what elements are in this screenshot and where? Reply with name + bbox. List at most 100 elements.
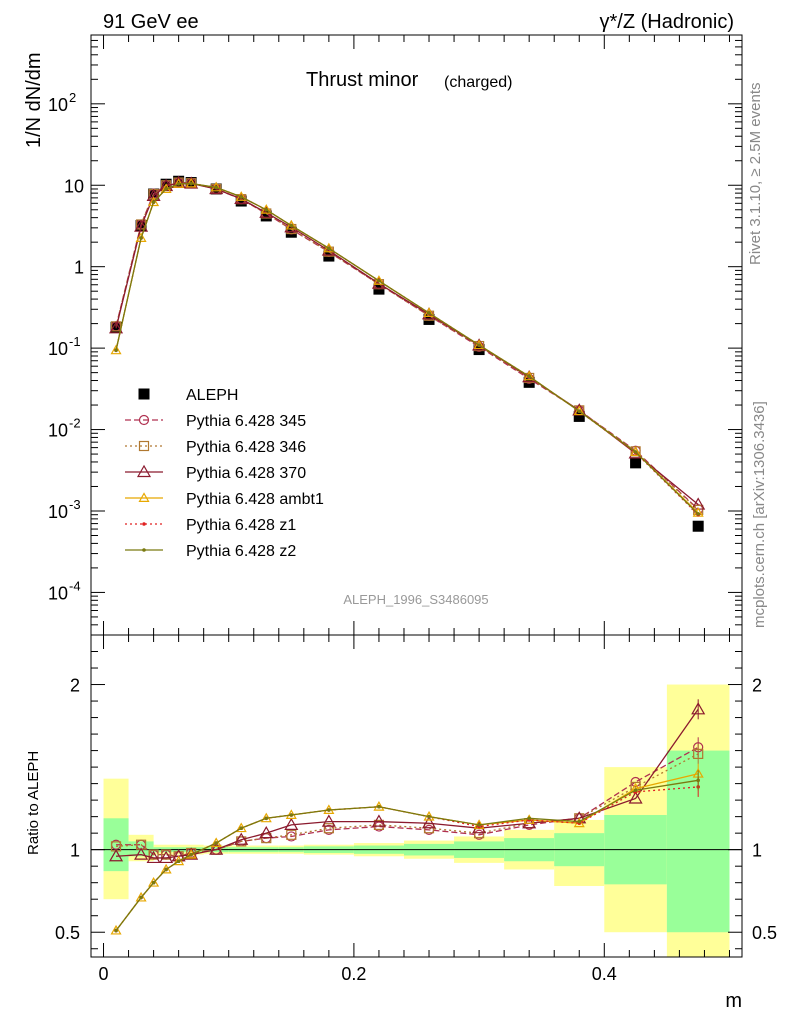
x-axis-label: m [725, 990, 742, 1012]
data-point-marker [423, 307, 435, 317]
data-point-marker [321, 814, 336, 827]
data-point-marker [138, 492, 150, 502]
x-tick-label: 0.2 [341, 964, 366, 984]
data-point-marker [176, 859, 181, 864]
data-point-marker [693, 748, 704, 759]
y-tick-label: 10 [48, 95, 68, 115]
data-point-marker [477, 823, 481, 827]
data-point-marker [138, 388, 150, 400]
data-point-marker [210, 837, 222, 848]
data-point-marker [164, 187, 168, 191]
data-point-marker [160, 863, 172, 874]
data-point-marker [214, 185, 218, 190]
y-tick-label: 10 [48, 339, 68, 359]
data-point-marker [371, 814, 386, 827]
data-point-marker [373, 801, 385, 811]
data-point-marker [239, 195, 244, 199]
y-axis-label-ratio: Ratio to ALEPH [25, 751, 42, 855]
data-point-marker [164, 867, 168, 872]
y-tick-label-exponent: -1 [69, 334, 81, 349]
data-point-marker [523, 370, 535, 381]
series-line [115, 182, 699, 514]
data-point-marker [110, 344, 122, 355]
data-point-marker [696, 778, 700, 783]
data-point-marker [323, 823, 334, 834]
data-point-marker [477, 343, 481, 347]
data-point-marker [239, 826, 244, 830]
data-point-marker [110, 924, 122, 935]
data-point-marker [138, 414, 150, 426]
ratio-series-line [115, 708, 699, 859]
ratio-y-tick-label-right: 1 [752, 841, 762, 861]
data-point-marker [691, 702, 706, 715]
data-point-marker [421, 816, 437, 829]
data-point-marker [134, 847, 149, 860]
data-point-marker [114, 928, 118, 933]
ratio-plot-frame [90, 634, 743, 958]
ratio-y-tick-label-right: 2 [752, 676, 762, 696]
data-point-marker [289, 813, 294, 817]
legend-label: ALEPH [186, 387, 238, 404]
y-tick-label: 10 [64, 176, 84, 196]
series-pythia-6-428-346 [110, 177, 704, 516]
series-line [115, 181, 699, 510]
data-point-marker [142, 548, 146, 552]
data-point-marker [260, 210, 272, 222]
data-point-marker [135, 232, 147, 242]
data-point-marker [264, 816, 269, 821]
data-point-marker [259, 825, 274, 839]
data-point-marker [628, 791, 643, 804]
ratio-y-tick-label: 2 [70, 676, 80, 696]
x-tick-label: 0 [99, 964, 109, 984]
series-line [115, 181, 699, 511]
ratio-series-pythia-6-428-z2 [114, 770, 700, 933]
data-point-marker [377, 279, 381, 283]
data-point-marker [327, 246, 331, 251]
y-axis-label-main: 1/N dN/dm [23, 52, 45, 148]
data-point-marker [134, 219, 149, 232]
y-tick-label-exponent: -4 [69, 578, 81, 593]
data-point-marker [161, 849, 172, 860]
legend-entry: ALEPH [138, 387, 238, 404]
data-point-marker [214, 841, 218, 845]
legend: ALEPH Pythia 6.428 345 Pythia 6.428 346 Pyt… [125, 387, 324, 560]
data-point-marker [184, 176, 199, 189]
data-point-marker [264, 207, 269, 212]
legend-label: Pythia 6.428 345 [186, 413, 306, 430]
data-point-marker [527, 374, 531, 379]
y-tick-label: 1 [74, 258, 84, 278]
data-point-marker [696, 512, 700, 516]
data-point-marker [139, 895, 143, 900]
data-point-marker [630, 446, 642, 456]
data-point-marker [138, 440, 150, 452]
series-pythia-6-428-345 [110, 177, 704, 515]
data-point-marker [148, 849, 159, 860]
ratio-y-tick-label: 0.5 [55, 923, 80, 943]
data-point-marker [151, 200, 156, 204]
y-tick-label-exponent: -2 [69, 416, 81, 431]
data-point-marker [427, 814, 431, 819]
data-point-marker [136, 464, 152, 478]
data-point-marker [148, 196, 160, 207]
legend-entry: Pythia 6.428 346 [125, 439, 306, 456]
data-point-marker [114, 348, 118, 353]
data-point-marker [109, 849, 124, 862]
ratio-series-line [115, 779, 699, 931]
legend-entry: Pythia 6.428 345 [125, 413, 306, 430]
data-point-marker [286, 829, 297, 840]
x-tick-label: 0.4 [592, 964, 617, 984]
y-tick-label-exponent: -3 [69, 497, 81, 512]
data-point-marker [289, 223, 294, 228]
legend-entry: Pythia 6.428 z1 [125, 517, 296, 534]
data-point-marker [473, 339, 485, 350]
data-point-marker [151, 880, 156, 885]
data-point-marker [573, 405, 585, 416]
data-point-marker [135, 891, 147, 902]
header-left: 91 GeV ee [103, 11, 199, 33]
data-point-marker [327, 808, 331, 812]
chart-subtitle: (charged) [444, 74, 512, 91]
ratio-plot-area: 0 0.2 0.4 0.5 0.5 1 1 2 2 [55, 634, 777, 984]
legend-label: Pythia 6.428 ambt1 [186, 491, 324, 508]
